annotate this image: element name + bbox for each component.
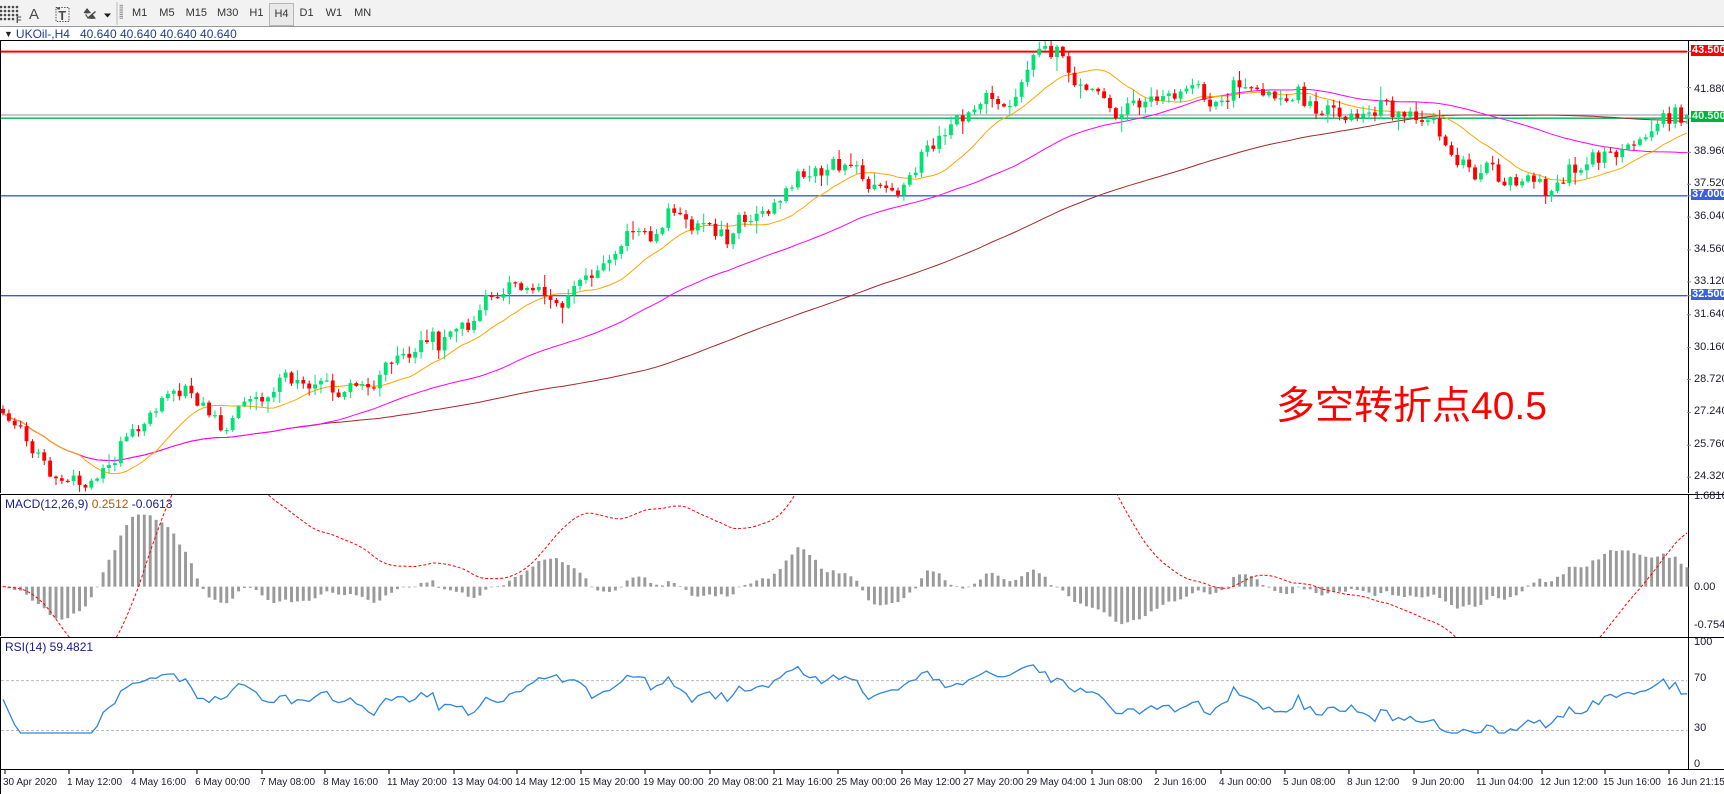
svg-text:A: A	[29, 6, 39, 23]
svg-text:T: T	[58, 9, 66, 23]
svg-text:F: F	[16, 15, 22, 25]
